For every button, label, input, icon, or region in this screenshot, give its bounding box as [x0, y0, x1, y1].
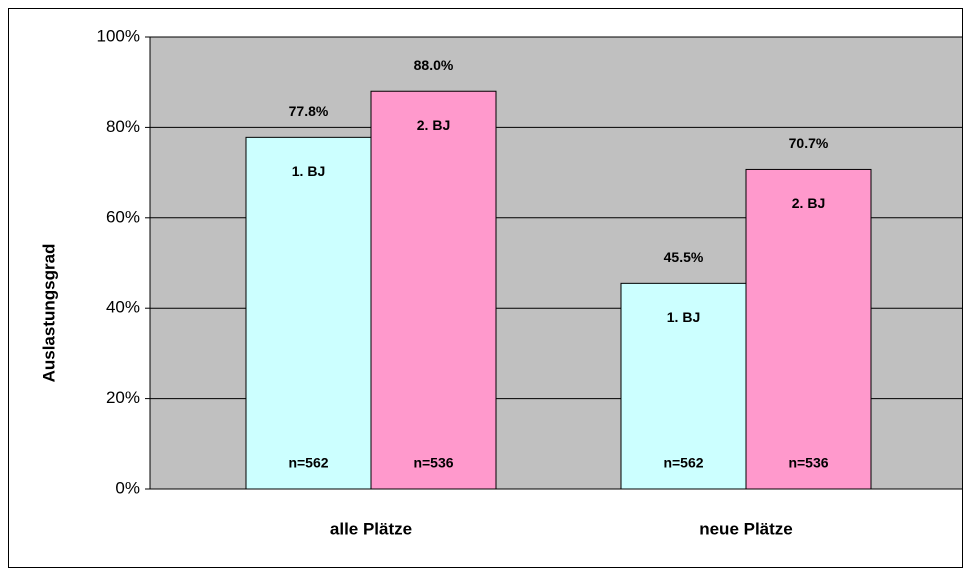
bar	[245, 136, 372, 490]
series-label: 1. BJ	[292, 163, 325, 179]
bar	[745, 168, 872, 490]
y-tick-label: 40%	[106, 298, 140, 317]
n-label: n=562	[663, 455, 703, 471]
data-label: 45.5%	[664, 249, 704, 265]
series-label: 1. BJ	[667, 309, 700, 325]
bar	[620, 282, 747, 490]
x-tick-label: alle Plätze	[330, 519, 412, 538]
y-axis-label: Auslastungsgrad	[39, 244, 58, 383]
n-label: n=562	[288, 455, 328, 471]
series-label: 2. BJ	[417, 117, 450, 133]
y-tick-label: 80%	[106, 117, 140, 136]
y-tick-label: 20%	[106, 388, 140, 407]
n-label: n=536	[788, 455, 828, 471]
data-label: 77.8%	[289, 103, 329, 119]
n-label: n=536	[413, 455, 453, 471]
series-label: 2. BJ	[792, 195, 825, 211]
bar	[370, 90, 497, 490]
data-label: 88.0%	[414, 57, 454, 73]
y-tick-label: 60%	[106, 207, 140, 226]
x-tick-label: neue Plätze	[699, 519, 793, 538]
data-label: 70.7%	[789, 135, 829, 151]
y-tick-label: 0%	[115, 478, 140, 497]
y-tick-label: 100%	[97, 26, 140, 45]
